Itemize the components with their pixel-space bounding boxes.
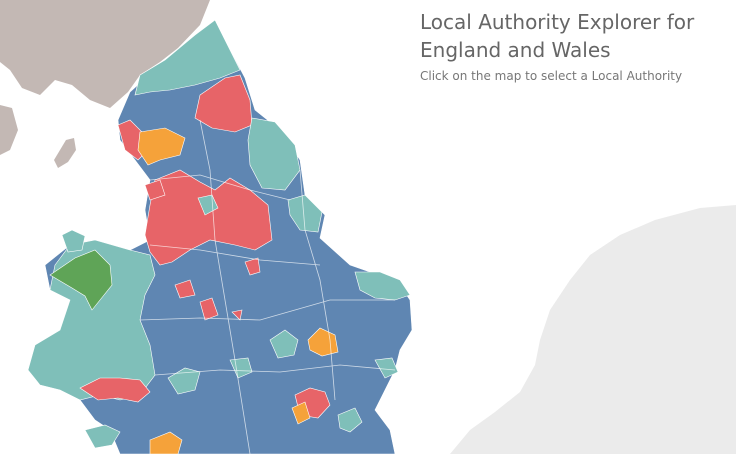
- peterborough-region[interactable]: [231, 309, 243, 321]
- lancashire-region[interactable]: [144, 169, 273, 266]
- page-title: Local Authority Explorer for England and…: [420, 10, 695, 62]
- wolverhampton-region[interactable]: [199, 297, 219, 321]
- north-yorkshire-region[interactable]: [247, 117, 301, 191]
- blackpool-region[interactable]: [144, 179, 166, 201]
- east-riding-region[interactable]: [287, 194, 323, 233]
- norfolk-region[interactable]: [354, 271, 411, 301]
- page-subtitle: Click on the map to select a Local Autho…: [420, 69, 683, 83]
- district-borders: [139, 119, 396, 454]
- northumberland-region[interactable]: [134, 19, 241, 96]
- scotland-islands: [0, 105, 18, 155]
- eden-region[interactable]: [137, 127, 186, 166]
- netherlands-belgium: [450, 205, 736, 454]
- stoke-region[interactable]: [174, 279, 196, 299]
- devon-region[interactable]: [84, 424, 121, 449]
- gwynedd-region[interactable]: [49, 249, 113, 311]
- kent-region[interactable]: [337, 407, 363, 433]
- milton-keynes-region[interactable]: [269, 329, 299, 359]
- anglesey[interactable]: [61, 229, 86, 253]
- south-wales-region[interactable]: [79, 377, 151, 403]
- gloucester-region[interactable]: [167, 367, 201, 395]
- isle-of-man: [54, 138, 76, 168]
- somerset-region[interactable]: [149, 431, 183, 454]
- london-orange-region[interactable]: [291, 401, 311, 425]
- scotland-landmass: [0, 0, 210, 108]
- suffolk-coast-region[interactable]: [374, 357, 399, 379]
